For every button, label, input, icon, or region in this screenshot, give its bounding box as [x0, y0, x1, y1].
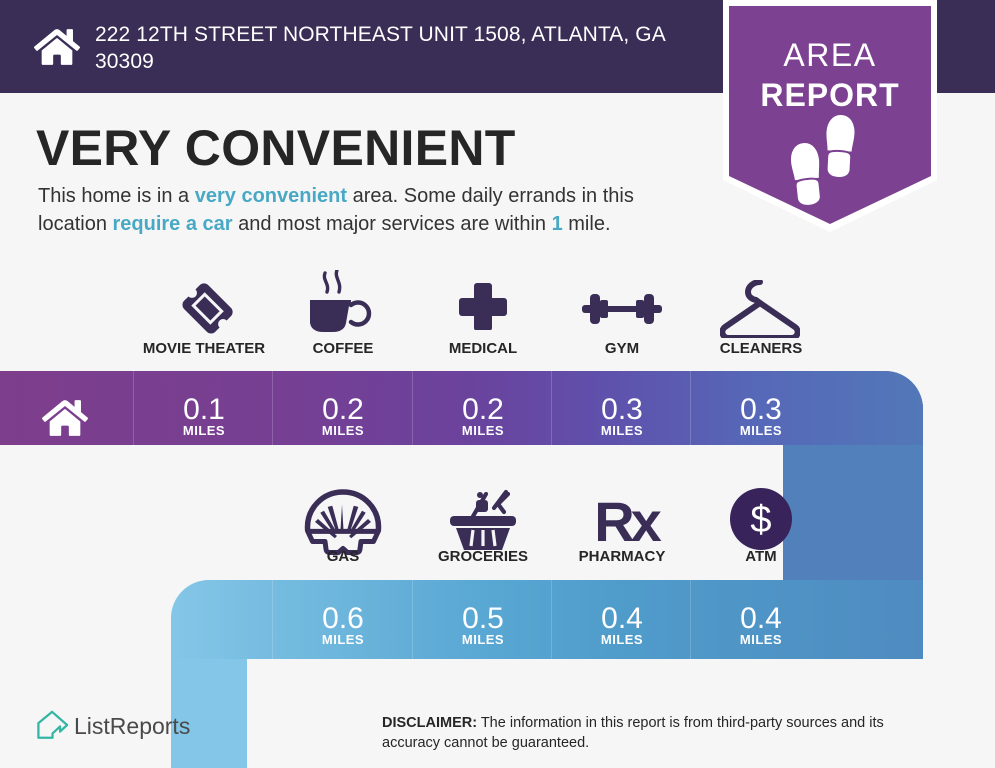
svg-text:$: $ [750, 499, 771, 541]
